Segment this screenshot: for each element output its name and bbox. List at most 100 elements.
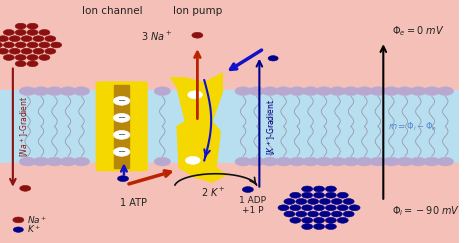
Circle shape [192,32,203,38]
Circle shape [370,87,386,95]
Circle shape [235,87,251,95]
Circle shape [383,87,400,95]
Circle shape [319,211,330,217]
Circle shape [437,87,454,95]
Text: 1 ADP
+1 P: 1 ADP +1 P [239,196,266,215]
Circle shape [262,87,278,95]
Circle shape [313,205,325,211]
Circle shape [301,192,313,198]
Circle shape [284,199,295,204]
Circle shape [424,87,440,95]
Circle shape [319,199,330,204]
Circle shape [313,186,325,192]
Circle shape [301,224,313,229]
Circle shape [284,211,295,217]
Text: $2\ K^+$: $2\ K^+$ [201,186,226,199]
Circle shape [325,186,337,192]
Circle shape [60,157,76,166]
Circle shape [290,192,301,198]
Circle shape [329,87,346,95]
Circle shape [275,87,292,95]
Circle shape [73,87,90,95]
Circle shape [113,130,130,139]
Circle shape [27,23,38,29]
Polygon shape [171,73,227,182]
Circle shape [242,187,254,192]
Circle shape [27,61,38,67]
Circle shape [33,36,44,42]
Circle shape [290,205,301,211]
Circle shape [289,87,305,95]
Circle shape [0,48,9,54]
Circle shape [308,211,319,217]
Circle shape [301,186,313,192]
Circle shape [337,205,348,211]
Circle shape [290,217,301,223]
FancyBboxPatch shape [96,82,147,171]
Circle shape [0,42,2,48]
Text: Ion pump: Ion pump [173,6,222,16]
Circle shape [51,42,62,48]
Text: 1 ATP: 1 ATP [119,198,146,208]
Circle shape [19,157,36,166]
Circle shape [278,205,289,211]
Text: −: − [118,113,126,123]
Circle shape [20,185,31,191]
Circle shape [308,199,319,204]
Circle shape [39,42,50,48]
Circle shape [410,157,427,166]
Circle shape [73,157,90,166]
Circle shape [3,55,14,61]
Circle shape [3,29,14,35]
Text: $3\ Na^+$: $3\ Na^+$ [141,30,172,43]
Circle shape [316,157,332,166]
Circle shape [331,211,342,217]
Circle shape [45,48,56,54]
Circle shape [46,157,63,166]
Circle shape [313,224,325,229]
Circle shape [325,224,337,229]
Circle shape [331,199,342,204]
Circle shape [410,87,427,95]
Circle shape [113,148,130,156]
Circle shape [0,36,9,42]
Circle shape [313,217,325,223]
Circle shape [325,217,337,223]
Circle shape [343,157,359,166]
Circle shape [275,157,292,166]
Text: $K^+$: $K^+$ [27,224,41,235]
Circle shape [113,113,130,122]
Circle shape [296,199,307,204]
Text: −: − [118,96,126,106]
Circle shape [27,42,38,48]
Circle shape [316,87,332,95]
Circle shape [27,55,38,61]
Circle shape [33,87,49,95]
Circle shape [33,157,49,166]
Circle shape [343,87,359,95]
Circle shape [21,36,32,42]
Circle shape [113,96,130,105]
Circle shape [15,42,26,48]
Text: −: − [118,130,126,140]
Circle shape [39,29,50,35]
Circle shape [268,56,278,61]
Circle shape [46,87,63,95]
Circle shape [235,157,251,166]
Circle shape [13,227,23,232]
Circle shape [13,217,24,223]
Circle shape [301,217,313,223]
Circle shape [383,157,400,166]
Circle shape [15,55,26,61]
Circle shape [45,36,56,42]
Circle shape [437,157,454,166]
Circle shape [154,157,171,166]
Circle shape [118,176,128,182]
Circle shape [248,87,265,95]
Circle shape [397,157,413,166]
Circle shape [9,48,20,54]
Circle shape [296,211,307,217]
Text: $[K^+]$-Gradient: $[K^+]$-Gradient [265,98,278,155]
Circle shape [15,29,26,35]
Circle shape [27,29,38,35]
